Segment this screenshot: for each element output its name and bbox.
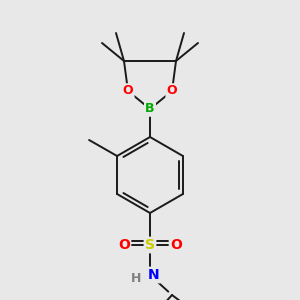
Text: O: O bbox=[123, 85, 133, 98]
Text: S: S bbox=[145, 238, 155, 252]
Text: O: O bbox=[118, 238, 130, 252]
Text: B: B bbox=[145, 103, 155, 116]
Text: O: O bbox=[167, 85, 177, 98]
Text: N: N bbox=[148, 268, 160, 282]
Text: H: H bbox=[131, 272, 141, 284]
Text: O: O bbox=[170, 238, 182, 252]
